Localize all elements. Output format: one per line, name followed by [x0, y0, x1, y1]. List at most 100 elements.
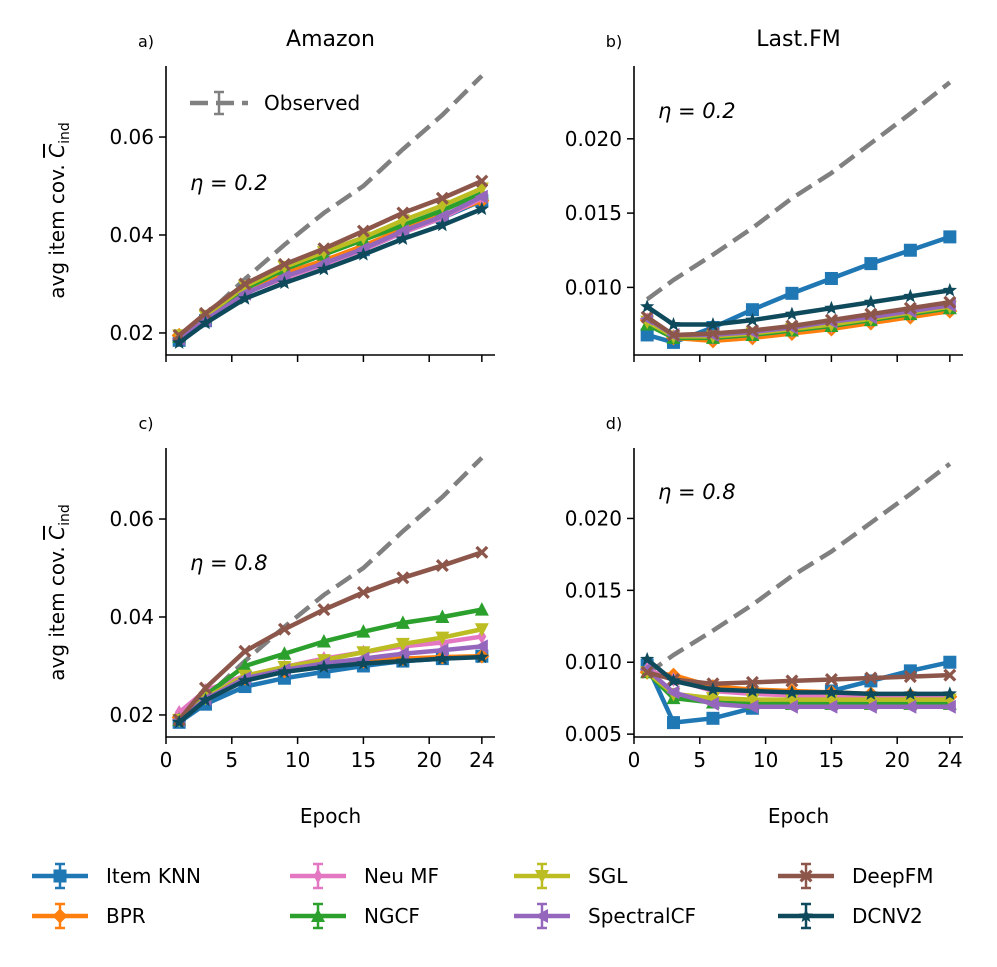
panel-a-dcnv2-point-4 — [316, 261, 332, 276]
panel-d-ytick-label-2: 0.015 — [565, 578, 622, 602]
panel-d-dcnv2-point-0 — [640, 651, 655, 666]
panel-a-series-deepfm — [172, 174, 489, 342]
ylabel-symbol: C — [45, 526, 69, 540]
legend-label-sgl: SGL — [588, 864, 628, 888]
panel-c-xtick-label-15: 15 — [351, 748, 376, 772]
panel-c-dcnv2-line — [177, 654, 482, 725]
panel-a-dcnv2-point-2 — [237, 291, 253, 305]
legend-entry-sgl: SGL — [514, 862, 628, 890]
legend-label-bpr: BPR — [106, 904, 146, 928]
legend-marker-sgl — [535, 870, 549, 884]
legend-entry-item-knn: Item KNN — [32, 862, 201, 890]
panel-b-dcnv2-point-6 — [863, 294, 879, 309]
panel-b-deepfm-point-5 — [824, 313, 838, 327]
legend-marker-dcnv2 — [798, 908, 814, 923]
legend-entry-neu-mf: Neu MF — [290, 862, 439, 890]
panel-b-dcnv2-point-5 — [824, 300, 839, 315]
panel-d-dcnv2-point-7 — [903, 686, 918, 700]
panel-c-ngcf-point-2 — [237, 658, 252, 672]
panel-a-ytick-label-2: 0.06 — [109, 125, 154, 149]
legend-label-ngcf: NGCF — [364, 904, 420, 928]
panel-a-ytick-label-1: 0.04 — [109, 223, 154, 247]
panel-c-eta: η = 0.8 — [190, 551, 268, 575]
panel-a-spectralcf-point-6 — [395, 224, 409, 239]
panel-d-xtick-label-20: 20 — [884, 748, 909, 772]
legend-marker-item-knn — [53, 869, 67, 883]
panel-c-dcnv2-point-6 — [395, 653, 411, 668]
panel-c-ngcf-point-6 — [395, 615, 410, 629]
panel-d-spectralcf-point-4 — [784, 699, 798, 714]
panel-a-dcnv2-point-8 — [474, 201, 489, 216]
panel-b-item-knn-point-4 — [785, 286, 799, 300]
panel-c-dcnv2-point-8 — [474, 649, 489, 664]
panel-d-dcnv2-point-4 — [784, 684, 800, 699]
panel-c-ngcf-point-5 — [356, 624, 371, 638]
panel-a-deepfm-point-3 — [277, 257, 291, 271]
panel-d-item-knn-point-2 — [706, 711, 720, 725]
panel-d-spectralcf-point-6 — [863, 699, 877, 714]
panel-d-xtick-label-24: 24 — [937, 748, 962, 772]
ylabel-text: avg item cov. — [45, 158, 69, 299]
panel-b: 0.010 0.015 0.020 b) Last.FM η = 0.2 — [565, 27, 963, 362]
panel-a-spectralcf-point-8 — [474, 189, 488, 204]
panel-d-spectralcf-point-5 — [823, 699, 838, 714]
panel-d-sgl-point-3 — [745, 693, 760, 708]
panel-b-item-knn-point-7 — [903, 243, 917, 257]
panel-d-eta: η = 0.8 — [658, 480, 736, 504]
panel-c-deepfm-point-2 — [238, 644, 252, 658]
panel-d-series-dcnv2 — [640, 651, 957, 700]
panel-a-deepfm-point-8 — [475, 174, 489, 188]
ylabel-symbol: C — [45, 144, 69, 158]
panel-a-deepfm-point-7 — [435, 191, 449, 205]
panel-d-letter: d) — [606, 414, 622, 433]
panel-b-deepfm-point-6 — [864, 307, 878, 321]
panel-c-sgl-point-6 — [395, 637, 410, 652]
panel-a-eta: η = 0.2 — [190, 171, 268, 195]
panel-a-deepfm-point-4 — [317, 242, 331, 256]
panel-b-dcnv2-point-2 — [705, 317, 721, 331]
panel-a-letter: a) — [138, 32, 154, 51]
legend-marker-deepfm — [799, 869, 813, 883]
panel-d-xtick-label-0: 0 — [628, 748, 641, 772]
panel-c-xtick-label-24: 24 — [469, 748, 494, 772]
panel-c-xtick-label-10: 10 — [285, 748, 310, 772]
panel-b-dcnv2-point-8 — [942, 282, 957, 297]
panel-c-deepfm-point-1 — [198, 681, 212, 695]
panel-a-ylabel: avg item cov. Cind — [45, 122, 73, 299]
panel-d-deepfm-point-4 — [785, 674, 799, 688]
legend-marker-bpr — [52, 908, 68, 924]
panel-a-deepfm-point-6 — [396, 206, 410, 220]
panel-b-series-deepfm — [640, 295, 957, 342]
observed-legend: Observed — [190, 90, 360, 116]
panel-c-ngcf-point-7 — [435, 609, 450, 623]
panel-d-sgl-point-2 — [705, 692, 720, 706]
panel-d-deepfm-point-5 — [824, 672, 838, 686]
panel-d-spectralcf-point-2 — [705, 696, 719, 711]
panel-b-item-knn-point-5 — [824, 271, 838, 285]
panel-d-xtick-label-15: 15 — [819, 748, 844, 772]
panel-a-deepfm-point-5 — [356, 224, 370, 238]
panel-c-ngcf-point-8 — [474, 602, 489, 616]
panel-b-dcnv2-point-0 — [640, 299, 655, 313]
panel-d-xtick-label-5: 5 — [693, 748, 706, 772]
panel-a-deepfm-point-2 — [238, 277, 252, 291]
panel-a-dcnv2-point-5 — [356, 247, 371, 261]
panel-c-dcnv2-point-1 — [198, 692, 213, 707]
panel-d-xlabel: Epoch — [768, 804, 829, 828]
panel-d-dcnv2-point-2 — [705, 682, 721, 696]
panel-d-dcnv2-point-1 — [666, 673, 681, 687]
panel-c-ytick-label-2: 0.06 — [109, 507, 154, 531]
panel-a-series-dcnv2 — [172, 201, 489, 349]
legend-marker-spectralcf — [534, 909, 548, 923]
panel-d-xtick-label-10: 10 — [753, 748, 778, 772]
panel-d-deepfm-point-0 — [640, 665, 654, 679]
legend-marker-ngcf — [311, 908, 325, 922]
panel-b-deepfm-point-1 — [666, 328, 680, 342]
panel-a-dcnv2-point-6 — [395, 231, 411, 245]
panel-a-dcnv2-line — [177, 206, 483, 345]
panel-b-eta: η = 0.2 — [658, 99, 736, 123]
panel-c-deepfm-point-7 — [435, 559, 449, 573]
panel-b-ytick-label-2: 0.020 — [565, 127, 622, 151]
panel-b-item-knn-point-6 — [864, 257, 878, 271]
panel-b-deepfm-point-8 — [943, 295, 957, 309]
